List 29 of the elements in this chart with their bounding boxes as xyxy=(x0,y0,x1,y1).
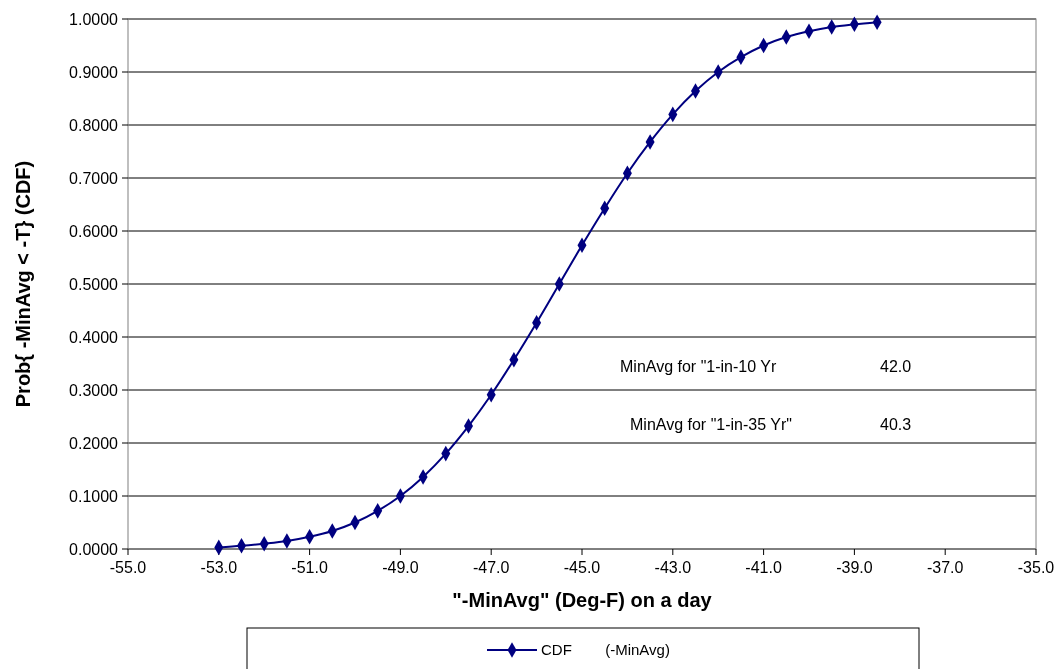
x-tick-label: -51.0 xyxy=(291,559,328,576)
x-tick-label: -35.0 xyxy=(1017,559,1055,576)
y-tick-label: 0.4000 xyxy=(69,328,119,346)
y-tick-label: 0.9000 xyxy=(69,63,119,81)
x-tick-label: -53.0 xyxy=(200,559,238,576)
x-tick-label: -45.0 xyxy=(563,559,601,576)
y-tick-label: 0.3000 xyxy=(69,381,119,399)
y-axis-title: Prob{ -MinAvg < -T} (CDF) xyxy=(12,160,34,408)
y-tick-label: 0.2000 xyxy=(69,434,119,452)
x-tick-label: -37.0 xyxy=(926,559,964,576)
legend-label: CDF (-MinAvg) xyxy=(541,641,670,659)
x-tick-label: -49.0 xyxy=(382,559,419,576)
x-tick-label: -41.0 xyxy=(745,559,782,576)
y-tick-label: 1.0000 xyxy=(69,10,119,28)
x-axis-title: "-MinAvg" (Deg-F) on a day xyxy=(452,589,713,611)
y-tick-label: 0.1000 xyxy=(69,487,119,505)
annotation: 40.3 xyxy=(880,416,912,433)
y-tick-label: 0.8000 xyxy=(69,116,119,134)
y-tick-label: 0.7000 xyxy=(69,169,119,187)
x-tick-label: -43.0 xyxy=(654,559,692,576)
y-tick-label: 0.5000 xyxy=(69,275,119,293)
y-tick-label: 0.0000 xyxy=(69,540,119,558)
x-tick-label: -55.0 xyxy=(109,559,147,576)
annotation: MinAvg for "1-in-10 Yr xyxy=(620,358,777,375)
x-tick-label: -47.0 xyxy=(472,559,510,576)
y-tick-label: 0.6000 xyxy=(69,222,119,240)
x-tick-label: -39.0 xyxy=(836,559,873,576)
annotation: MinAvg for "1-in-35 Yr" xyxy=(630,416,792,433)
annotation: 42.0 xyxy=(880,358,912,375)
